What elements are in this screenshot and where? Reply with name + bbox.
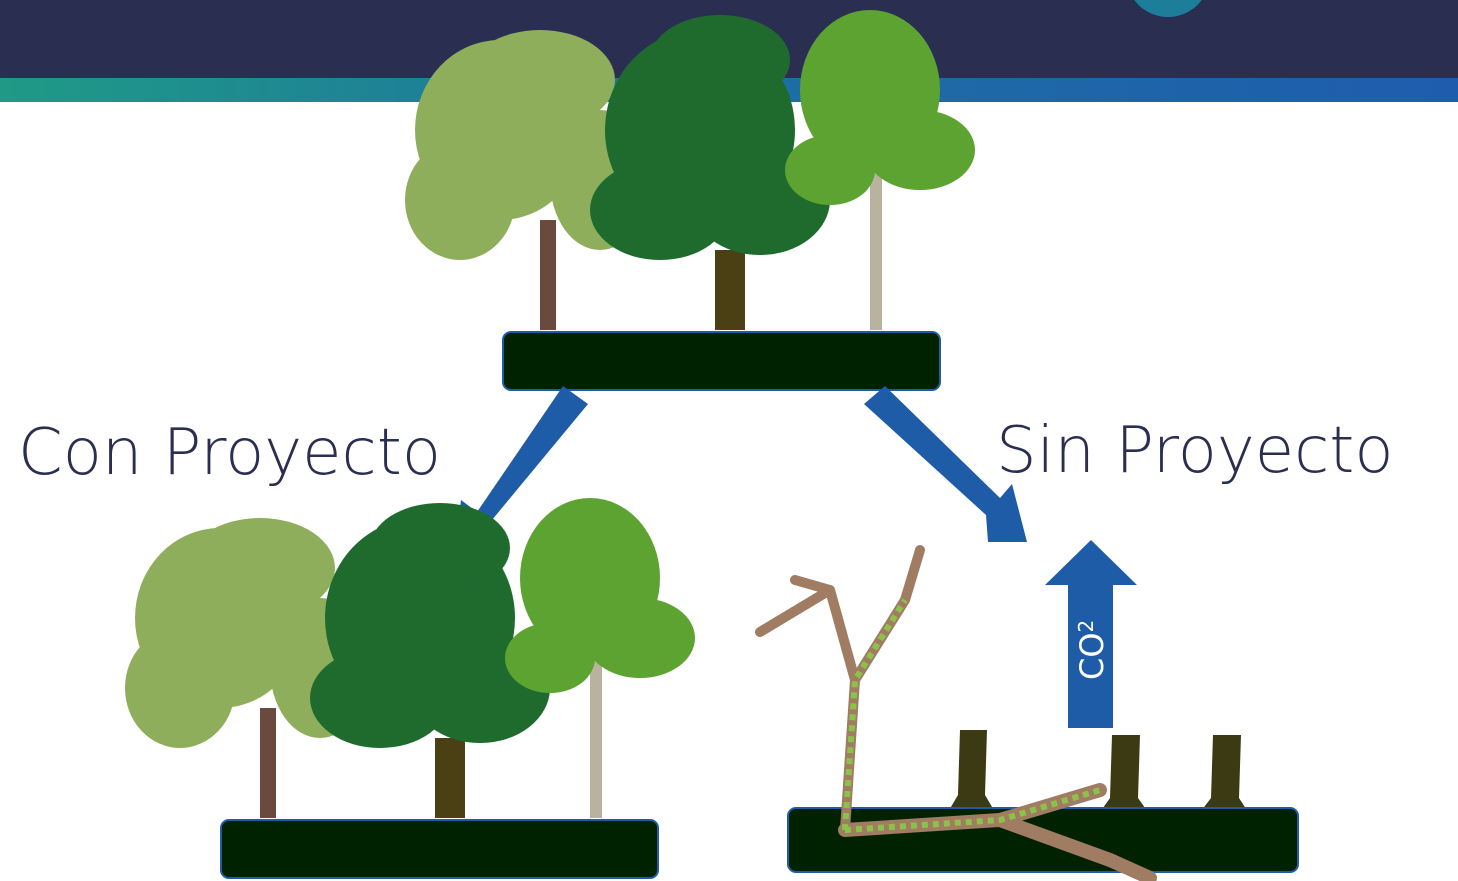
label-with-project: Con Proyecto: [18, 416, 441, 490]
page: Con Proyecto Sin Proyecto CO2 (() => { c…: [0, 0, 1458, 881]
slide: Con Proyecto Sin Proyecto CO2: [0, 0, 1458, 881]
co2-subscript: 2: [1074, 620, 1098, 633]
label-without-project: Sin Proyecto: [996, 414, 1394, 488]
ground-top: [503, 332, 940, 390]
forest-top: [405, 10, 975, 330]
ground-left: [221, 820, 658, 878]
forest-bottom: [125, 498, 695, 818]
co2-text: CO: [1073, 632, 1111, 680]
stumps: [948, 730, 1250, 815]
